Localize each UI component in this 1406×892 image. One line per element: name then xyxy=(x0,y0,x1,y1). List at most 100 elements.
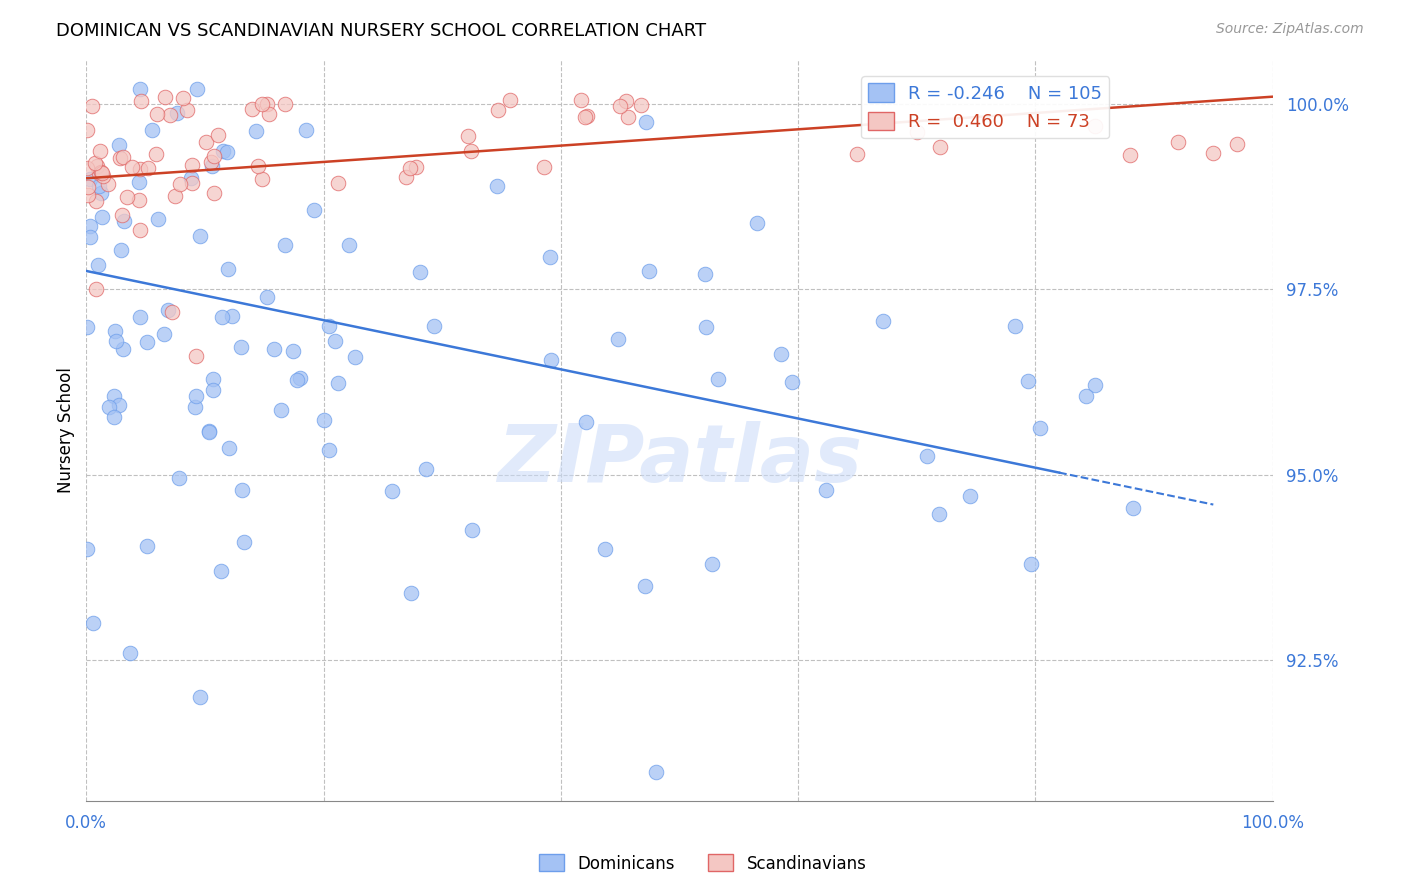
Point xyxy=(486,178,509,193)
Point xyxy=(207,128,229,142)
Point xyxy=(82,616,104,631)
Point xyxy=(593,542,616,557)
Point xyxy=(326,176,349,190)
Point xyxy=(111,150,134,164)
Point xyxy=(176,103,198,118)
Point xyxy=(159,108,181,122)
Point xyxy=(409,265,432,279)
Point xyxy=(104,324,127,338)
Point xyxy=(169,177,191,191)
Point xyxy=(98,400,121,414)
Point xyxy=(1167,135,1189,149)
Point xyxy=(607,332,630,346)
Text: Source: ZipAtlas.com: Source: ZipAtlas.com xyxy=(1216,22,1364,37)
Point xyxy=(323,334,346,348)
Point xyxy=(929,140,952,154)
Point xyxy=(84,283,107,297)
Point xyxy=(76,161,98,175)
Point xyxy=(609,99,631,113)
Point xyxy=(405,160,427,174)
Point xyxy=(1122,500,1144,515)
Point xyxy=(245,124,267,138)
Point xyxy=(273,96,295,111)
Point xyxy=(959,489,981,503)
Point xyxy=(202,372,225,386)
Point xyxy=(540,352,562,367)
Point xyxy=(77,180,100,194)
Point xyxy=(90,165,112,179)
Point xyxy=(295,123,318,137)
Point xyxy=(745,216,768,230)
Point xyxy=(152,327,174,342)
Point xyxy=(707,372,730,386)
Point xyxy=(274,238,297,252)
Point xyxy=(630,98,652,112)
Point xyxy=(212,145,235,159)
Point xyxy=(195,135,218,149)
Point xyxy=(693,268,716,282)
Point xyxy=(575,415,598,429)
Point xyxy=(211,310,233,324)
Point xyxy=(181,158,204,172)
Point xyxy=(344,350,367,364)
Point xyxy=(1017,374,1039,388)
Point xyxy=(218,441,240,455)
Point xyxy=(457,129,479,144)
Point xyxy=(198,425,221,440)
Point xyxy=(76,542,98,557)
Point xyxy=(84,194,107,209)
Point xyxy=(76,319,98,334)
Point xyxy=(110,243,132,257)
Point xyxy=(188,690,211,705)
Point xyxy=(872,314,894,328)
Point xyxy=(200,159,222,173)
Point xyxy=(240,102,263,116)
Point xyxy=(617,110,640,124)
Point xyxy=(169,471,191,485)
Point xyxy=(401,586,423,600)
Point xyxy=(263,342,285,356)
Legend: R = -0.246    N = 105, R =  0.460    N = 73: R = -0.246 N = 105, R = 0.460 N = 73 xyxy=(862,76,1109,138)
Point xyxy=(162,304,184,318)
Point xyxy=(89,145,111,159)
Point xyxy=(569,93,592,107)
Point xyxy=(231,483,253,498)
Point xyxy=(129,310,152,324)
Point xyxy=(486,103,509,118)
Point xyxy=(157,302,180,317)
Point xyxy=(533,160,555,174)
Point xyxy=(337,238,360,252)
Point xyxy=(1119,148,1142,162)
Point xyxy=(103,389,125,403)
Point xyxy=(637,264,659,278)
Point xyxy=(131,94,153,108)
Point xyxy=(285,373,308,387)
Point xyxy=(318,443,340,458)
Point xyxy=(1202,146,1225,161)
Point xyxy=(91,210,114,224)
Point xyxy=(1019,557,1042,571)
Point xyxy=(381,484,404,499)
Point xyxy=(499,94,522,108)
Point xyxy=(186,349,208,363)
Point xyxy=(209,564,232,578)
Point xyxy=(915,449,938,463)
Point xyxy=(128,175,150,189)
Point xyxy=(415,462,437,476)
Point xyxy=(136,539,159,553)
Point xyxy=(398,161,420,175)
Point xyxy=(146,107,169,121)
Point xyxy=(121,160,143,174)
Text: ZIPatlas: ZIPatlas xyxy=(496,421,862,499)
Point xyxy=(1226,136,1249,151)
Point xyxy=(202,186,225,201)
Text: DOMINICAN VS SCANDINAVIAN NURSERY SCHOOL CORRELATION CHART: DOMINICAN VS SCANDINAVIAN NURSERY SCHOOL… xyxy=(56,22,706,40)
Point xyxy=(780,375,803,389)
Point xyxy=(270,403,292,417)
Point xyxy=(702,557,724,571)
Point xyxy=(905,125,928,139)
Point xyxy=(108,151,131,165)
Point xyxy=(769,347,792,361)
Point xyxy=(141,122,163,136)
Point xyxy=(217,261,239,276)
